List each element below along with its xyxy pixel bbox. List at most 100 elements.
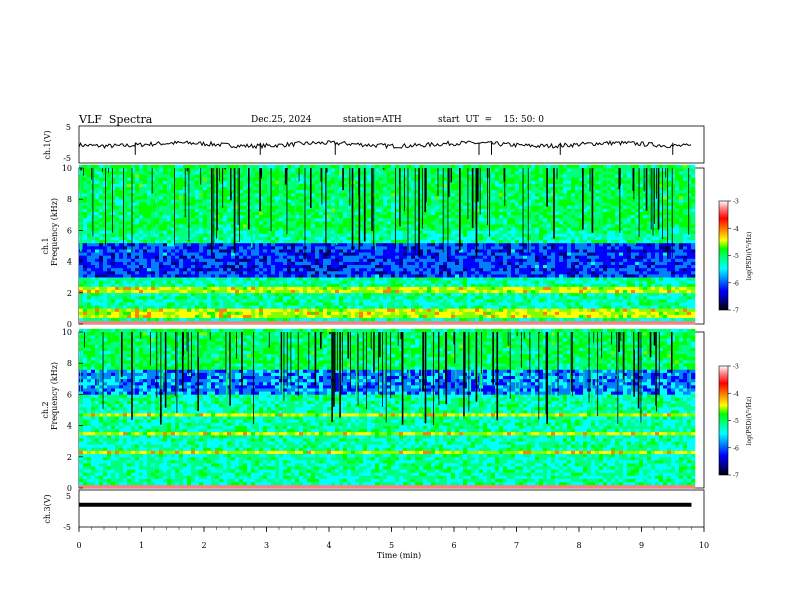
spectrogram-cell (235, 308, 240, 312)
spectrogram-cell (227, 236, 232, 241)
spectrogram-cell (635, 230, 640, 234)
spectrogram-cell (459, 317, 464, 322)
spectrogram-cell (363, 299, 368, 303)
spectrogram-cell (655, 292, 660, 297)
spectrogram-cell (319, 252, 324, 256)
spectrogram-cell (239, 264, 244, 269)
spectrogram-cell (95, 230, 100, 234)
spectrogram-cell (563, 233, 568, 237)
spectrogram-cell (379, 246, 384, 250)
spectrogram-cell (259, 230, 264, 234)
spectrogram-cell (339, 314, 344, 319)
spectrogram-cell (171, 221, 176, 225)
spectrogram-cell (275, 233, 280, 237)
spectrogram-cell (615, 295, 620, 300)
spectrogram-cell (659, 280, 664, 284)
spectrogram-cell (651, 264, 656, 269)
spectrogram-cell (639, 227, 644, 231)
spectrogram-cell (139, 242, 144, 247)
spectrogram-cell (143, 230, 148, 234)
spectrogram-cell (491, 274, 496, 278)
spectrogram-cell (435, 239, 440, 244)
spectrogram-cell (351, 258, 356, 262)
spectrogram-cell (87, 224, 92, 228)
spectrogram-cell (603, 314, 608, 319)
spectrogram-cell (283, 252, 288, 256)
spectrogram-cell (411, 292, 416, 297)
spectrogram-cell (335, 299, 340, 303)
spectrogram-cell (451, 249, 456, 253)
spectrogram-cell (399, 308, 404, 312)
spectrogram-cell (111, 283, 116, 287)
spectrogram-cell (559, 289, 564, 294)
spectrogram-cell (267, 267, 272, 272)
spectrogram-cell (79, 302, 84, 306)
spectrogram-cell (347, 283, 352, 287)
spectrogram-cell (679, 305, 684, 309)
spectrogram-cell (243, 292, 248, 297)
spectrogram-cell (611, 286, 616, 290)
spectrogram-cell (279, 230, 284, 234)
spectrogram-cell (543, 295, 548, 300)
spectrogram-cell (279, 311, 284, 315)
spectrogram-cell (383, 255, 388, 259)
spectrogram-cell (99, 277, 104, 281)
spectrogram-cell (247, 311, 252, 315)
spectrogram-cell (187, 252, 192, 256)
spectrogram-cell (355, 302, 360, 306)
spectrogram-cell (287, 317, 292, 322)
spectrogram-cell (227, 320, 232, 325)
spectrogram-cell (103, 249, 108, 253)
spectrogram-cell (283, 286, 288, 290)
spectrogram-cell (279, 277, 284, 281)
spectrogram-cell (347, 280, 352, 284)
spectrogram-cell (663, 283, 668, 287)
spectrogram-cell (591, 295, 596, 300)
spectrogram-cell (399, 264, 404, 269)
spectrogram-cell (579, 227, 584, 231)
spectrogram-cell (251, 264, 256, 269)
spectrogram-cell (687, 299, 692, 303)
spectrogram-cell (583, 314, 588, 319)
spectrogram-cell (679, 267, 684, 272)
spectrogram-cell (123, 258, 128, 262)
spectrogram-cell (691, 233, 696, 237)
spectrogram-cell (367, 299, 372, 303)
spectrogram-cell (519, 242, 524, 247)
spectrogram-cell (223, 227, 228, 231)
spectrogram-cell (115, 286, 120, 290)
spectrogram-cell (559, 283, 564, 287)
spectrogram-cell (491, 320, 496, 325)
spectrogram-cell (503, 311, 508, 315)
spectrogram-cell (247, 305, 252, 309)
spectrogram-cell (531, 302, 536, 306)
spectrogram-cell (95, 302, 100, 306)
spectrogram-cell (323, 224, 328, 228)
spectrogram-cell (659, 224, 664, 228)
spectrogram-cell (535, 289, 540, 294)
spectrogram-cell (111, 311, 116, 315)
spectrogram-cell (339, 311, 344, 315)
spectrogram-cell (359, 233, 364, 237)
spectrogram-cell (175, 264, 180, 269)
spectrogram-cell (139, 292, 144, 297)
spectrogram-cell (511, 233, 516, 237)
spectrogram-cell (363, 267, 368, 272)
spectrogram-cell (479, 255, 484, 259)
spectrogram-cell (607, 299, 612, 303)
spectrogram-cell (99, 320, 104, 325)
spectrogram-cell (387, 261, 392, 266)
spectrogram-cell (127, 258, 132, 262)
spectrogram-cell (431, 227, 436, 231)
spectrogram-cell (95, 255, 100, 259)
spectrogram-cell (447, 320, 452, 325)
spectrogram-cell (483, 270, 488, 275)
spectrogram-cell (335, 302, 340, 306)
spectrogram-cell (115, 236, 120, 241)
spectrogram-cell (583, 224, 588, 228)
spectrogram-cell (607, 274, 612, 278)
spectrogram-cell (519, 264, 524, 269)
spectrogram-cell (619, 270, 624, 275)
spectrogram-cell (195, 230, 200, 234)
spectrogram-cell (343, 277, 348, 281)
